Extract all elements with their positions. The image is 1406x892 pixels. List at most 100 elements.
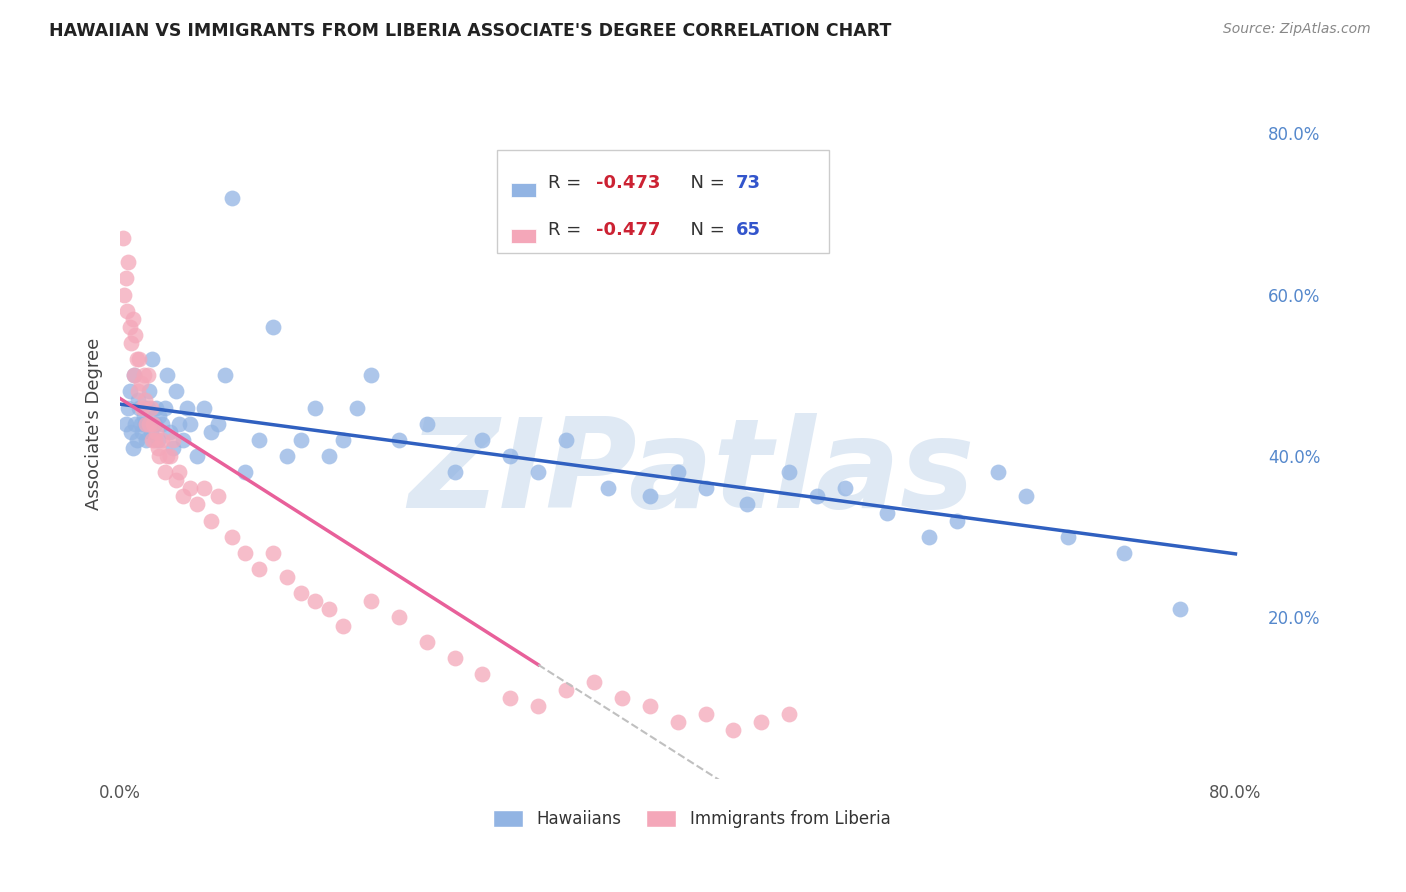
Point	[276, 449, 298, 463]
Point	[135, 433, 157, 447]
Point	[153, 465, 176, 479]
Point	[638, 489, 661, 503]
Point	[138, 384, 160, 399]
Point	[193, 481, 215, 495]
Point	[583, 675, 606, 690]
Point	[162, 433, 184, 447]
Point	[200, 425, 222, 439]
Point	[262, 546, 284, 560]
Point	[134, 392, 156, 407]
Point	[150, 433, 173, 447]
Point	[112, 287, 135, 301]
Text: 65: 65	[737, 220, 761, 238]
Point	[666, 715, 689, 730]
Point	[346, 401, 368, 415]
Point	[159, 449, 181, 463]
Point	[124, 327, 146, 342]
Point	[121, 311, 143, 326]
Point	[499, 691, 522, 706]
Point	[118, 319, 141, 334]
Point	[117, 401, 139, 415]
Point	[276, 570, 298, 584]
Point	[737, 498, 759, 512]
Point	[235, 546, 257, 560]
Point	[122, 368, 145, 383]
Point	[121, 441, 143, 455]
Point	[416, 634, 439, 648]
Text: -0.473: -0.473	[596, 174, 659, 192]
Point	[834, 481, 856, 495]
Point	[193, 401, 215, 415]
Point	[145, 401, 167, 415]
Point	[120, 336, 142, 351]
Point	[172, 433, 194, 447]
Point	[388, 610, 411, 624]
Point	[125, 352, 148, 367]
Point	[136, 368, 159, 383]
Point	[596, 481, 619, 495]
Point	[200, 514, 222, 528]
Point	[638, 699, 661, 714]
Point	[114, 417, 136, 431]
Point	[416, 417, 439, 431]
Point	[138, 417, 160, 431]
Bar	[510, 183, 536, 196]
Point	[527, 699, 550, 714]
Point	[471, 433, 494, 447]
Point	[115, 303, 138, 318]
Point	[221, 191, 243, 205]
Point	[221, 530, 243, 544]
Legend: Hawaiians, Immigrants from Liberia: Hawaiians, Immigrants from Liberia	[486, 803, 897, 835]
Point	[610, 691, 633, 706]
Point	[360, 368, 382, 383]
Point	[290, 433, 312, 447]
Text: HAWAIIAN VS IMMIGRANTS FROM LIBERIA ASSOCIATE'S DEGREE CORRELATION CHART: HAWAIIAN VS IMMIGRANTS FROM LIBERIA ASSO…	[49, 22, 891, 40]
Point	[129, 376, 152, 391]
Point	[142, 417, 165, 431]
Point	[150, 417, 173, 431]
Point	[114, 271, 136, 285]
Point	[148, 449, 170, 463]
Point	[186, 498, 208, 512]
Point	[555, 683, 578, 698]
Text: R =: R =	[547, 220, 586, 238]
Point	[131, 425, 153, 439]
Point	[132, 409, 155, 423]
Point	[471, 667, 494, 681]
Point	[751, 715, 773, 730]
Point	[145, 425, 167, 439]
Point	[806, 489, 828, 503]
Point	[128, 401, 150, 415]
Point	[111, 231, 134, 245]
Point	[120, 425, 142, 439]
Point	[156, 449, 179, 463]
Point	[778, 465, 800, 479]
Point	[128, 352, 150, 367]
Point	[499, 449, 522, 463]
Point	[125, 433, 148, 447]
Point	[318, 449, 340, 463]
Point	[153, 401, 176, 415]
Point	[179, 481, 201, 495]
Text: ZIPatlas: ZIPatlas	[408, 413, 974, 534]
Point	[165, 473, 187, 487]
Point	[122, 368, 145, 383]
Point	[332, 433, 354, 447]
Point	[143, 417, 166, 431]
Point	[695, 707, 717, 722]
Point	[129, 417, 152, 431]
Point	[132, 368, 155, 383]
Point	[135, 417, 157, 431]
Text: 73: 73	[737, 174, 761, 192]
Point	[139, 425, 162, 439]
Point	[304, 594, 326, 608]
Point	[1112, 546, 1135, 560]
Point	[127, 392, 149, 407]
Y-axis label: Associate's Degree: Associate's Degree	[86, 337, 103, 510]
Point	[167, 465, 190, 479]
Point	[139, 401, 162, 415]
Point	[167, 417, 190, 431]
Point	[134, 401, 156, 415]
Point	[141, 433, 163, 447]
Point	[159, 425, 181, 439]
